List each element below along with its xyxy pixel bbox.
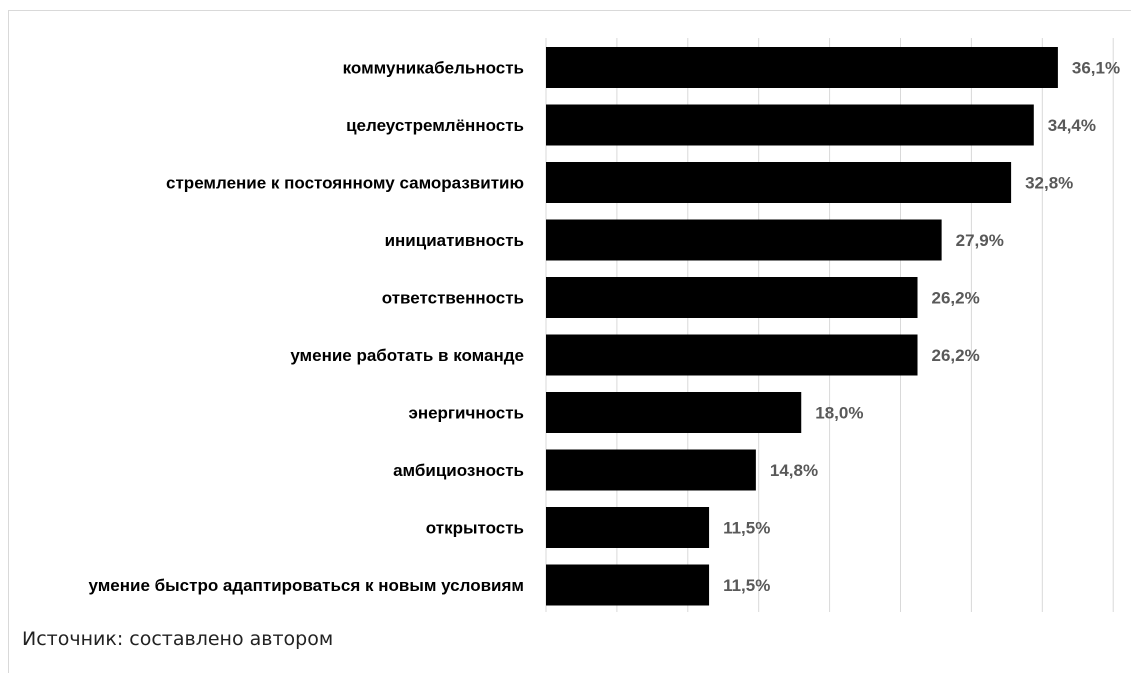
bars <box>546 47 1058 606</box>
category-label: целеустремлённость <box>346 116 524 135</box>
category-label: ответственность <box>382 289 524 308</box>
value-label: 27,9% <box>956 231 1004 250</box>
category-label: инициативность <box>385 231 524 250</box>
bar <box>546 47 1058 88</box>
category-label: энергичность <box>408 404 524 423</box>
value-label: 11,5% <box>723 519 770 538</box>
category-label: умение быстро адаптироваться к новым усл… <box>88 576 524 595</box>
category-label: умение работать в команде <box>290 346 524 365</box>
bar <box>546 104 1034 146</box>
value-label: 11,5% <box>723 576 770 595</box>
value-label: 26,2% <box>932 346 980 365</box>
gridlines <box>545 38 1114 612</box>
source-note: Источник: составлено автором <box>22 628 334 650</box>
value-label: 14,8% <box>770 461 818 480</box>
chart-frame <box>8 10 1131 673</box>
value-label: 32,8% <box>1025 174 1073 193</box>
bar <box>546 162 1012 203</box>
value-labels: 36,1% 34,4% 32,8% 27,9% 26,2% 26,2% 18,0% 14,8%… <box>723 59 1120 596</box>
bar <box>546 564 710 606</box>
value-label: 36,1% <box>1072 59 1120 78</box>
bar <box>546 219 942 261</box>
category-label: коммуникабельность <box>343 59 524 78</box>
bar <box>546 449 756 491</box>
value-label: 18,0% <box>815 404 863 423</box>
value-label: 26,2% <box>932 289 980 308</box>
bar <box>546 277 918 318</box>
category-label: открытость <box>426 519 524 538</box>
category-label: амбициозность <box>393 461 524 480</box>
bar <box>546 507 710 548</box>
bar <box>546 334 918 376</box>
category-labels: коммуникабельность целеустремлённость стре… <box>88 59 524 596</box>
category-label: стремление к постоянному саморазвитию <box>166 174 524 193</box>
value-label: 34,4% <box>1048 116 1096 135</box>
bar <box>546 392 802 433</box>
